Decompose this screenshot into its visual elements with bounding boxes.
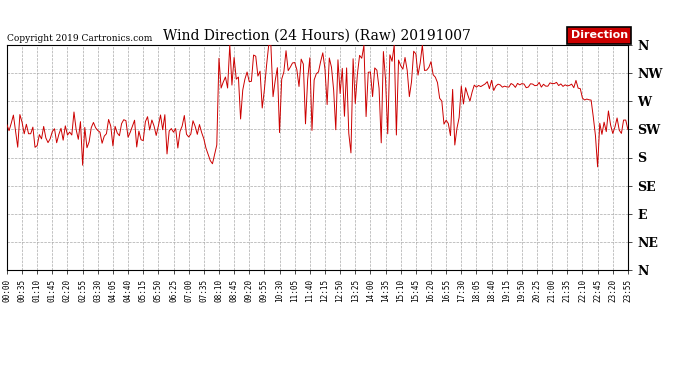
Text: Copyright 2019 Cartronics.com: Copyright 2019 Cartronics.com <box>7 34 152 43</box>
Title: Wind Direction (24 Hours) (Raw) 20191007: Wind Direction (24 Hours) (Raw) 20191007 <box>164 28 471 42</box>
Text: Direction: Direction <box>571 30 628 40</box>
